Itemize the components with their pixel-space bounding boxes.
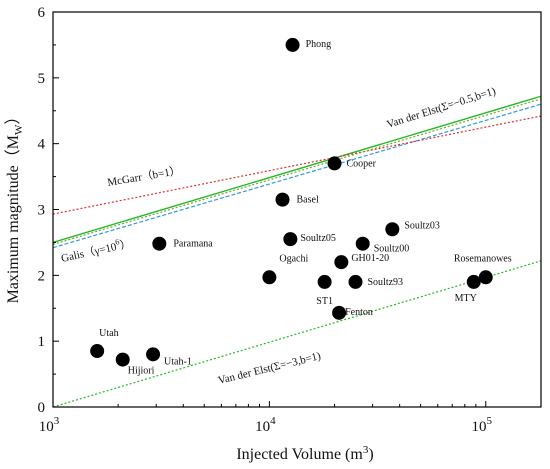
point-label-utah-1: Utah-1 — [164, 356, 192, 367]
point-label-soultz05: Soultz05 — [300, 233, 336, 244]
point-label-hijiori: Hijiori — [128, 366, 155, 377]
point-mty — [466, 274, 481, 289]
point-label-basel: Basel — [297, 195, 319, 206]
galis-label-end: ） — [119, 237, 133, 252]
y-tick-label: 4 — [38, 137, 46, 153]
point-ogachi — [262, 270, 277, 285]
x-tick-exp: 3 — [54, 415, 60, 427]
y-axis-title-end: ） — [4, 109, 22, 125]
y-tick-label: 1 — [38, 334, 46, 350]
point-label-utah: Utah — [99, 328, 118, 339]
x-tick-base: 10 — [255, 419, 270, 435]
galis-label-exp: 6 — [114, 237, 120, 247]
y-tick-label: 2 — [38, 268, 46, 284]
y-tick-label: 0 — [38, 400, 46, 416]
point-label-phong: Phong — [306, 39, 332, 50]
point-soultz03 — [385, 222, 400, 237]
x-tick-label: 104 — [255, 415, 276, 435]
x-tick-base: 10 — [39, 419, 54, 435]
trend-line-1 — [52, 103, 542, 249]
point-label-rosemanowes: Rosemanowes — [454, 253, 512, 264]
point-basel — [275, 192, 290, 207]
trend-line-2 — [52, 115, 542, 215]
point-label-ogachi: Ogachi — [279, 253, 308, 264]
point-label-mty: MTY — [455, 293, 477, 304]
trend-line-4 — [52, 260, 542, 408]
point-label-st1: ST1 — [316, 296, 333, 307]
trend-line-0 — [52, 95, 542, 244]
point-fenton — [332, 305, 347, 320]
point-rosemanowes — [478, 270, 493, 285]
point-hijiori — [115, 352, 130, 367]
y-tick-label: 6 — [38, 5, 46, 21]
point-cooper — [327, 156, 342, 171]
line-label-galis: Galis（γ=106） — [59, 235, 132, 265]
x-tick-exp: 5 — [487, 415, 493, 427]
line-label-mcgarr: McGarr（b=1） — [106, 164, 181, 189]
x-tick-exp: 4 — [270, 415, 276, 427]
y-axis-title-sub: W — [13, 124, 25, 135]
line-label-van-der-elst-3: Van der Elst(Σ=−3,b=1) — [217, 350, 323, 387]
point-paramana — [152, 236, 167, 251]
trend-line-3 — [52, 98, 542, 245]
x-axis-title-sup: 3 — [363, 444, 369, 456]
x-tick-base: 10 — [472, 419, 487, 435]
point-utah — [90, 344, 105, 359]
x-axis-title-end: ) — [368, 446, 373, 463]
line-label-van-der-elst-0-5: Van der Elst(Σ=−0.5,b=1) — [385, 85, 497, 131]
x-axis-title-main: Injected Volume (m — [236, 446, 363, 463]
point-gh01-20 — [334, 255, 349, 270]
point-soultz05 — [283, 232, 298, 247]
data-points: Phong Cooper Basel Soultz03 Soultz05 Soultz00… — [90, 37, 512, 377]
point-label-gh01-20: GH01-20 — [351, 253, 389, 264]
y-tick-label: 3 — [38, 203, 46, 219]
point-label-soultz03: Soultz03 — [404, 220, 440, 231]
point-utah-1 — [146, 347, 161, 362]
point-label-paramana: Paramana — [173, 239, 213, 250]
galis-label-main: Galis（γ=10 — [60, 240, 118, 265]
point-st1 — [317, 274, 332, 289]
y-axis-title-main: Maximum magnitude（M — [4, 135, 22, 303]
point-label-soultz00: Soultz00 — [374, 244, 410, 255]
x-tick-label: 105 — [472, 415, 493, 435]
point-soultz93 — [348, 274, 363, 289]
point-label-cooper: Cooper — [347, 158, 377, 169]
y-axis-title: Maximum magnitude（MW） — [4, 109, 25, 304]
point-phong — [285, 37, 300, 52]
point-label-fenton: Fenton — [345, 307, 373, 318]
point-soultz00 — [355, 236, 370, 251]
x-axis-title: Injected Volume (m3) — [236, 444, 373, 463]
point-label-soultz93: Soultz93 — [367, 277, 403, 288]
plot-frame — [52, 11, 542, 408]
y-tick-label: 5 — [38, 71, 46, 87]
x-tick-label: 103 — [39, 415, 60, 435]
trend-lines — [52, 95, 542, 408]
